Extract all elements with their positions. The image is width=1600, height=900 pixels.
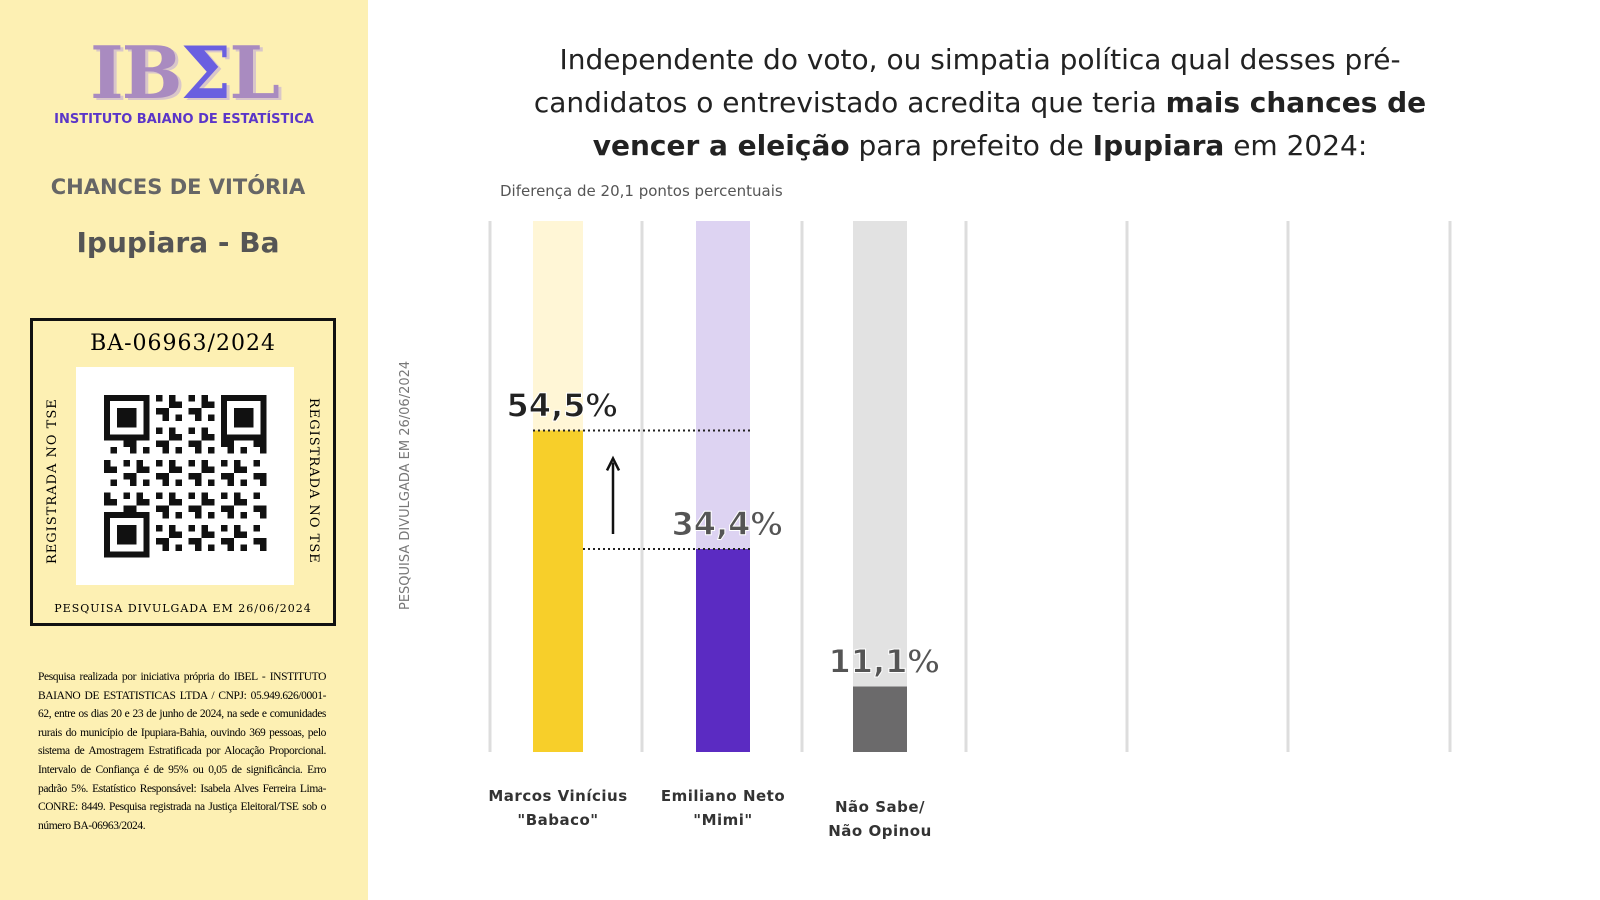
category-label: Não Sabe/Não Opinou	[828, 798, 932, 840]
data-label: 54,5%	[506, 386, 617, 424]
arrow-head	[605, 455, 621, 472]
ibel-logo: IBΣL	[89, 30, 280, 115]
city-title: Ipupiara - Ba	[76, 226, 280, 259]
sidebar: IBΣL INSTITUTO BAIANO DE ESTATÍSTICA CHA…	[0, 0, 368, 900]
section-heading: CHANCES DE VITÓRIA	[50, 175, 306, 199]
methodology-note: Pesquisa realizada por iniciativa própri…	[38, 671, 326, 832]
chart-subtitle: Diferença de 20,1 pontos percentuais	[500, 182, 783, 200]
category-label: Marcos Vinícius "Babaco"	[488, 787, 628, 829]
chart-title: Independente do voto, ou simpatia políti…	[533, 43, 1427, 162]
bar[interactable]	[696, 549, 750, 752]
qr-code[interactable]	[76, 367, 294, 585]
bar[interactable]	[853, 686, 907, 752]
institute-name: INSTITUTO BAIANO DE ESTATÍSTICA	[54, 112, 314, 127]
data-label: 11,1%	[828, 643, 939, 681]
bar-track	[853, 221, 907, 752]
published-date: PESQUISA DIVULGADA EM 26/06/2024	[54, 602, 312, 615]
registration-box: BA-06963/2024 REGISTRADA NO TSE REGISTRA…	[30, 318, 336, 626]
registered-label-right: REGISTRADA NO TSE	[306, 398, 321, 564]
data-label: 34,4%	[671, 505, 782, 543]
bar[interactable]	[533, 430, 583, 752]
registration-number: BA-06963/2024	[90, 331, 276, 356]
category-label: Emiliano Neto "Mimi"	[660, 787, 786, 829]
